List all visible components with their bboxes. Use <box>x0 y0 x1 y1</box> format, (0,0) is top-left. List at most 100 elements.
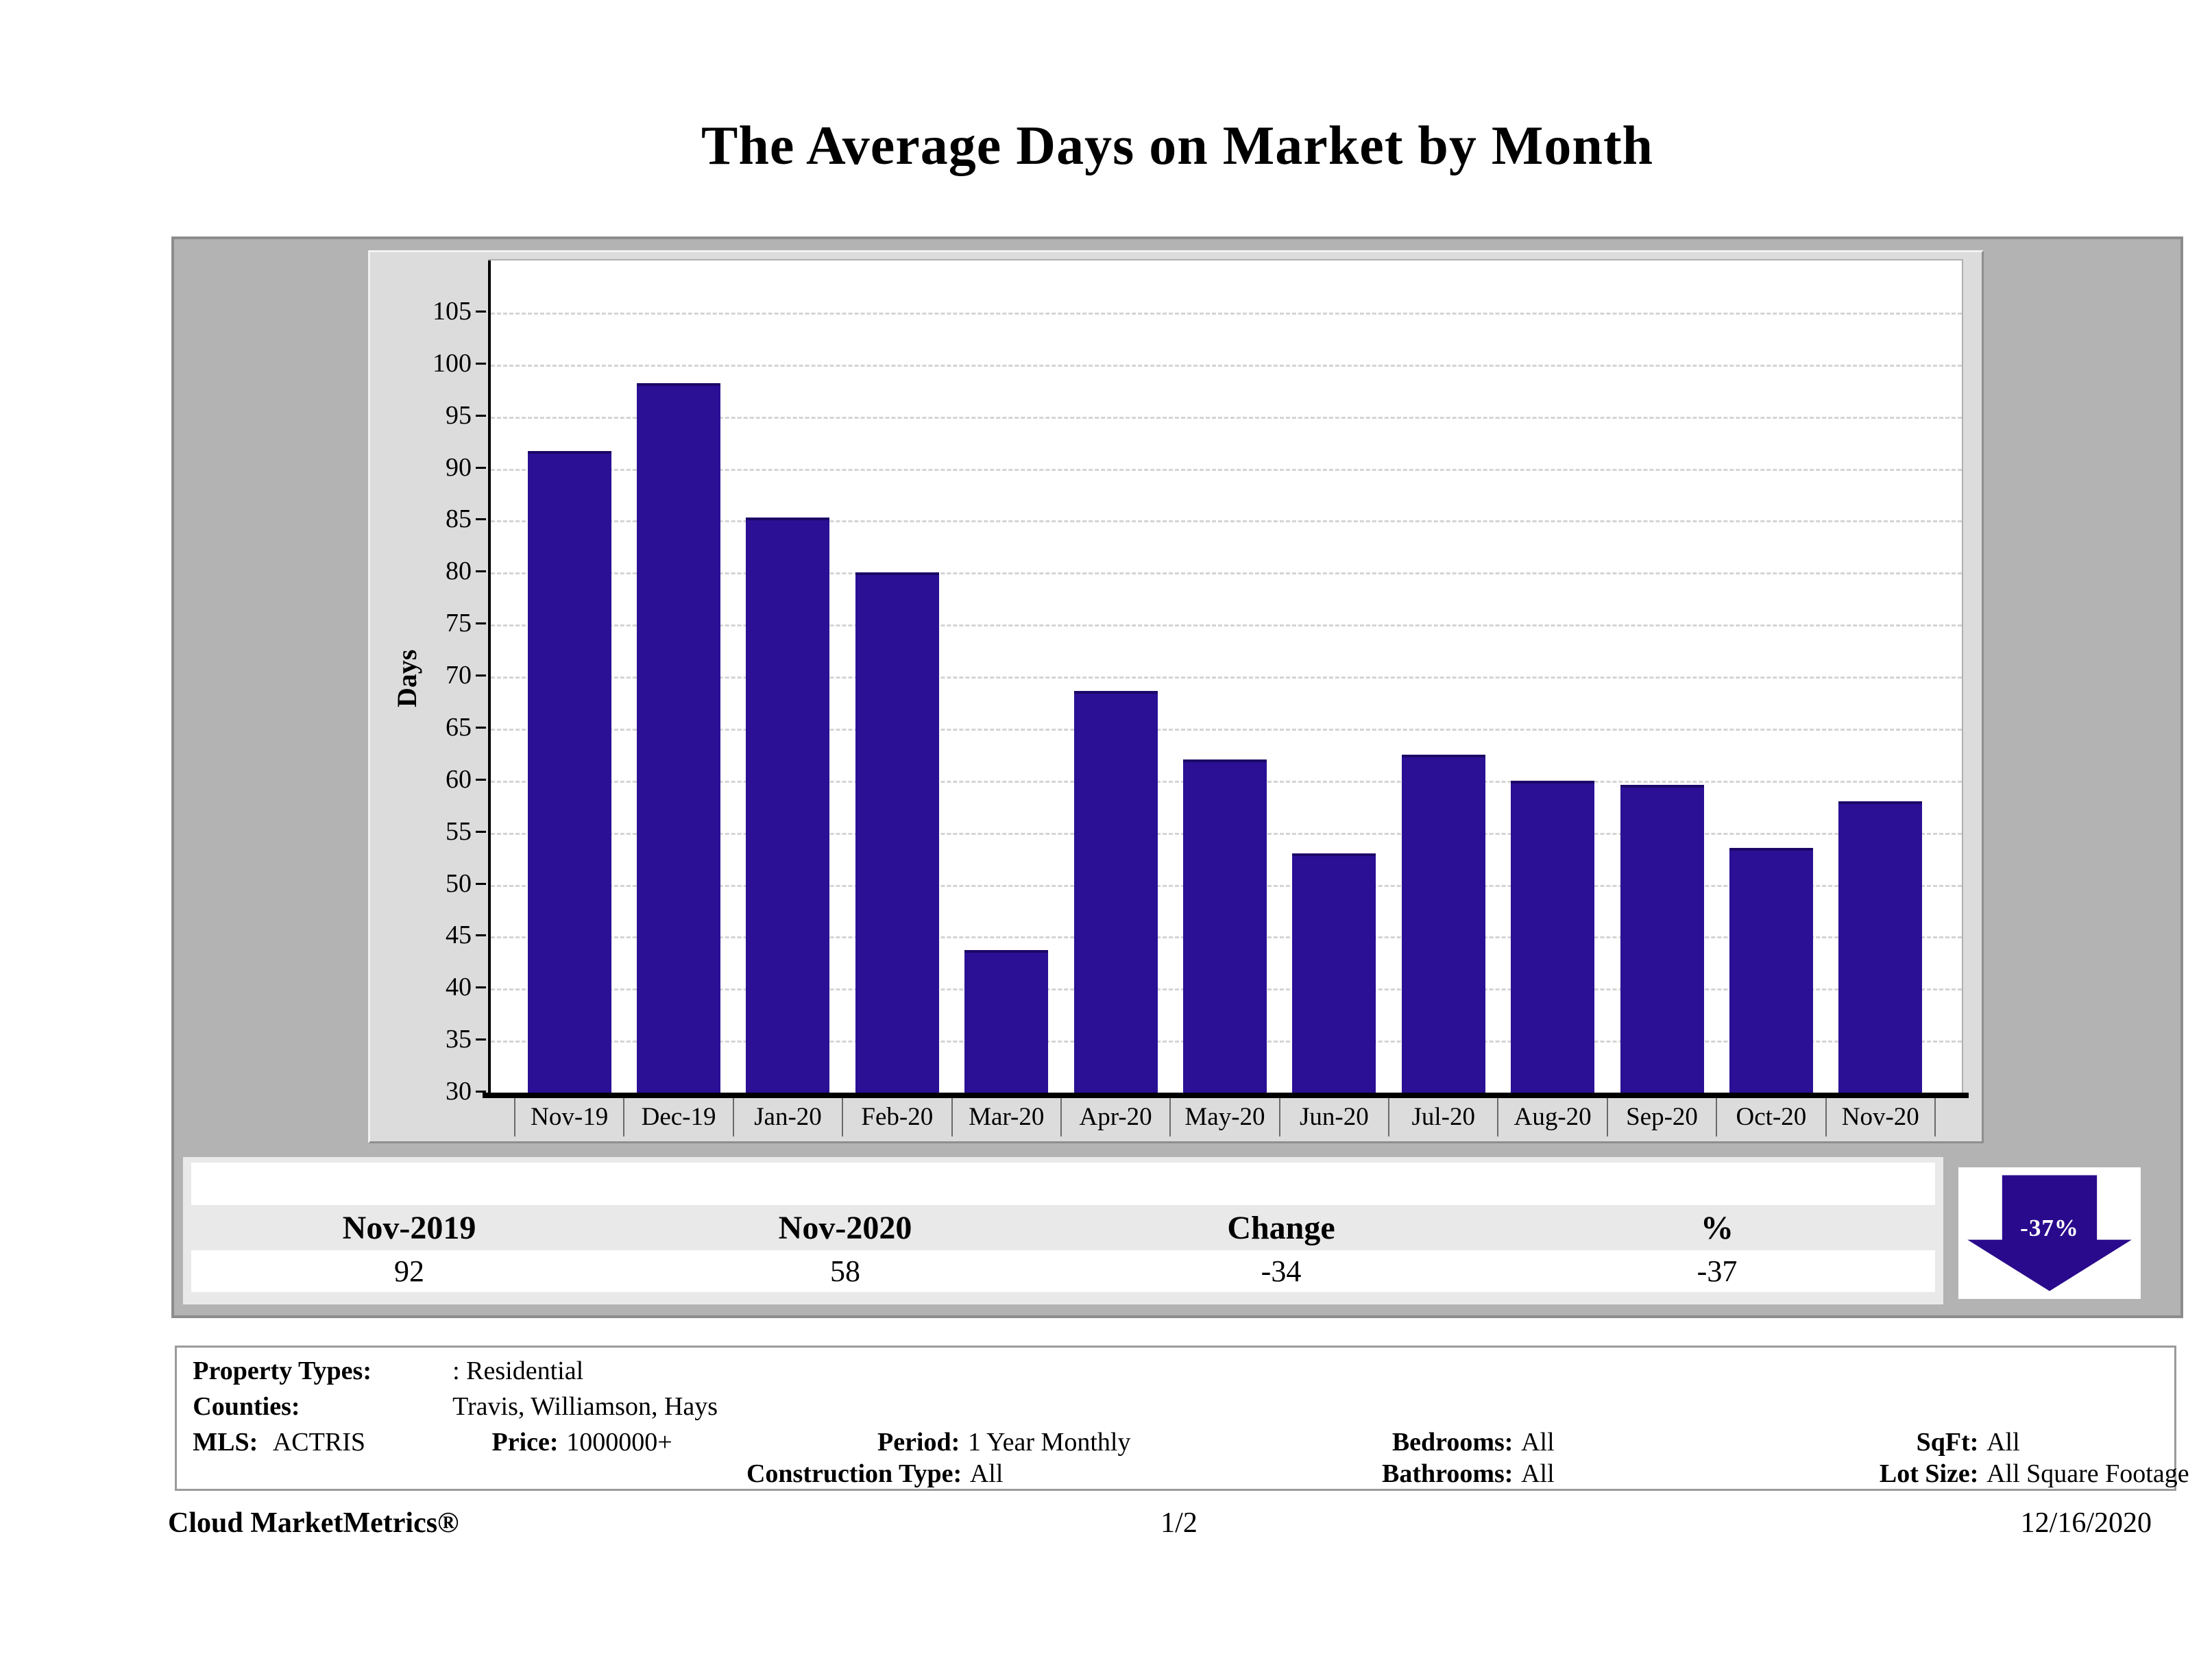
page-title: The Average Days on Market by Month <box>701 116 1653 176</box>
plot-area <box>483 259 1969 1098</box>
y-tick-label: 30 <box>446 1077 472 1106</box>
bar-Jan-20 <box>746 517 830 1093</box>
y-tick-mark <box>476 1038 486 1041</box>
gridline <box>491 468 1962 471</box>
bar-Nov-19 <box>527 450 611 1093</box>
bar-Jun-20 <box>1292 853 1376 1093</box>
footer: Cloud MarketMetrics® 1/2 12/16/2020 <box>0 1507 2212 1548</box>
y-tick-mark <box>476 882 486 885</box>
summary-blank-row <box>191 1163 1935 1205</box>
x-tick-separator <box>623 1098 625 1136</box>
filter-label: Bathrooms: <box>1382 1459 1514 1488</box>
gridline <box>491 677 1962 679</box>
filters-box: Property Types: : Residential Counties: Tra… <box>175 1346 2189 1491</box>
filter-value: Travis, Williamson, Hays <box>452 1392 718 1421</box>
chart-outer-panel: Days 30 35 40 45 50 55 60 65 70 75 80 85 90 95 100 105 … <box>171 236 2183 1318</box>
filter-label: SqFt: <box>1916 1428 1979 1457</box>
bar-Aug-20 <box>1511 780 1595 1093</box>
filter-value: All <box>1521 1459 1555 1488</box>
filter-row-2: MLS: ACTRIS Price: 1000000+ Period: 1 Year Mo… <box>177 1427 2174 1459</box>
y-tick-label: 95 <box>446 400 472 430</box>
x-tick-label: Jul-20 <box>1411 1103 1476 1131</box>
x-tick-label: Aug-20 <box>1514 1103 1592 1131</box>
footer-date: 12/16/2020 <box>2020 1507 2152 1539</box>
filter-row-1: Counties: Travis, Williamson, Hays <box>177 1391 2174 1423</box>
y-tick-label: 80 <box>446 557 472 586</box>
x-tick-separator <box>842 1098 844 1136</box>
trend-arrow-box: -37% <box>1958 1167 2141 1299</box>
filter-value: All <box>1521 1428 1555 1457</box>
y-tick-label: 100 <box>433 348 472 378</box>
bar-Sep-20 <box>1620 784 1704 1093</box>
x-tick-separator <box>1388 1098 1390 1136</box>
y-tick-mark <box>476 570 486 573</box>
summary-header-1: Nov-2020 <box>778 1209 912 1246</box>
y-tick-label: 105 <box>433 296 472 326</box>
filter-value: All <box>1986 1428 2020 1457</box>
x-axis-labels: Nov-19 Dec-19 Jan-20 Feb-20 Mar-20 Apr-20 May-… <box>488 1097 1965 1141</box>
x-tick-label: Jan-20 <box>754 1103 822 1131</box>
y-tick-label: 35 <box>446 1025 472 1054</box>
filter-label: Counties: <box>193 1392 300 1421</box>
x-tick-label: Nov-20 <box>1841 1103 1919 1131</box>
y-tick-mark <box>476 674 486 677</box>
y-tick-label: 90 <box>446 452 472 482</box>
y-tick-mark <box>476 362 486 365</box>
filter-label: Bedrooms: <box>1391 1428 1514 1457</box>
filter-value: 1 Year Monthly <box>967 1428 1131 1457</box>
y-tick-mark <box>476 934 486 937</box>
gridline <box>491 364 1962 367</box>
x-tick-label: Jun-20 <box>1300 1103 1369 1131</box>
summary-value-2: -34 <box>1261 1254 1302 1288</box>
y-tick-mark <box>476 830 486 833</box>
bar-Nov-20 <box>1838 801 1923 1093</box>
summary-header-3: % <box>1701 1209 1734 1246</box>
summary-value-0: 92 <box>394 1254 424 1288</box>
chart-panel: Days 30 35 40 45 50 55 60 65 70 75 80 85 90 95 100 105 … <box>368 250 1984 1143</box>
gridline <box>491 624 1962 627</box>
x-tick-separator <box>1825 1098 1827 1136</box>
gridline <box>491 312 1962 315</box>
y-tick-label: 70 <box>446 661 472 690</box>
y-tick-mark <box>476 986 486 989</box>
filter-value: : Residential <box>452 1357 584 1385</box>
bar-Apr-20 <box>1073 691 1158 1093</box>
y-tick-label: 65 <box>446 712 472 742</box>
bar-Oct-20 <box>1729 848 1813 1093</box>
x-axis-line <box>483 1093 1969 1098</box>
y-axis-line <box>488 260 491 1093</box>
filter-label: Construction Type: <box>746 1459 962 1488</box>
filter-value: ACTRIS <box>272 1428 365 1457</box>
x-tick-label: Mar-20 <box>969 1103 1045 1131</box>
x-tick-separator <box>1606 1098 1608 1136</box>
y-tick-mark <box>476 778 486 781</box>
trend-arrow-label: -37% <box>2020 1215 2079 1242</box>
x-tick-separator <box>1169 1098 1171 1136</box>
x-tick-separator <box>514 1098 515 1136</box>
y-tick-label: 85 <box>446 504 472 534</box>
x-tick-label: May-20 <box>1184 1103 1265 1131</box>
x-tick-separator <box>732 1098 734 1136</box>
y-tick-mark <box>476 622 486 625</box>
footer-brand: Cloud MarketMetrics® <box>168 1507 459 1539</box>
y-tick-label: 60 <box>446 764 472 794</box>
y-tick-mark <box>476 726 486 729</box>
bar-Jul-20 <box>1401 754 1485 1093</box>
summary-header-row: Nov-2019 Nov-2020 Change% <box>191 1205 1935 1250</box>
filter-row-3: Construction Type: All Bathrooms: All Lot Si… <box>177 1459 2189 1490</box>
y-tick-mark <box>476 518 486 521</box>
filter-label: MLS: <box>193 1428 258 1457</box>
y-tick-mark <box>476 310 486 313</box>
x-tick-label: Dec-19 <box>641 1103 716 1131</box>
filter-label: Property Types: <box>193 1357 372 1385</box>
gridline <box>491 416 1962 419</box>
x-tick-label: Sep-20 <box>1626 1103 1698 1131</box>
x-tick-separator <box>1934 1098 1936 1136</box>
gridline <box>491 572 1962 575</box>
x-tick-separator <box>951 1098 953 1136</box>
y-tick-label: 55 <box>446 816 472 846</box>
summary-values-row: 92 58 -34 -37 <box>191 1250 1935 1292</box>
x-tick-separator <box>1060 1098 1062 1136</box>
gridline <box>491 520 1962 523</box>
y-tick-mark <box>476 466 486 469</box>
